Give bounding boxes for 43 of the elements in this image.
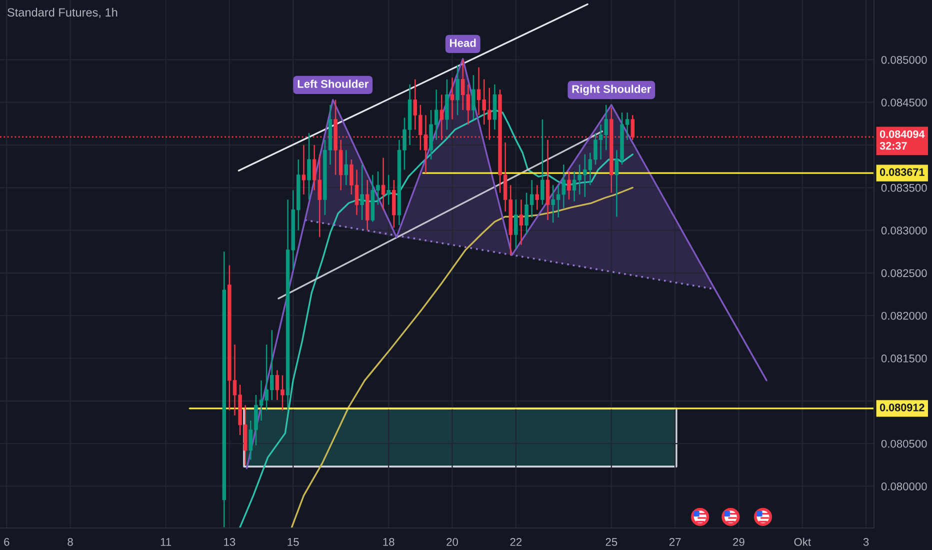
y-tick-label: 0.085000 bbox=[881, 56, 927, 64]
candlestick bbox=[514, 198, 518, 249]
x-tick-label: 18 bbox=[383, 538, 394, 546]
annotation: Left Shoulder bbox=[298, 80, 369, 88]
candlestick bbox=[567, 170, 571, 200]
candlestick bbox=[450, 76, 454, 120]
y-tick-label: 0.081500 bbox=[881, 354, 927, 362]
x-tick-label: 11 bbox=[160, 538, 172, 546]
x-tick-label: 3 bbox=[863, 538, 869, 546]
y-tick-label: 0.083500 bbox=[881, 184, 927, 192]
y-tick-label: 0.082500 bbox=[881, 269, 927, 278]
candlestick bbox=[456, 64, 460, 116]
candlestick bbox=[360, 164, 364, 221]
candlestick bbox=[535, 184, 540, 210]
y-tick-label: 0.082000 bbox=[881, 312, 927, 320]
candlestick bbox=[540, 118, 544, 206]
candlestick bbox=[344, 150, 348, 186]
y-tick-label: 0.084500 bbox=[881, 98, 927, 106]
ref-line-label: 0.084094 32:37 bbox=[880, 130, 925, 150]
candlestick bbox=[386, 174, 390, 206]
x-tick-label: Okt bbox=[794, 538, 811, 546]
x-tick-label: 13 bbox=[224, 538, 236, 546]
y-tick-label: 0.083000 bbox=[881, 226, 927, 234]
x-tick-label: 25 bbox=[606, 538, 618, 546]
x-tick-label: 8 bbox=[68, 538, 73, 546]
x-tick-label: 15 bbox=[288, 538, 299, 546]
data-label: 0.080912 bbox=[880, 404, 924, 412]
annotation: Head bbox=[450, 38, 476, 47]
x-tick-label: 6 bbox=[4, 538, 10, 546]
data-label: 0.083671 bbox=[880, 168, 924, 176]
candlestick bbox=[472, 74, 476, 120]
x-tick-label: 27 bbox=[669, 538, 681, 546]
x-tick-label: 29 bbox=[733, 538, 744, 546]
y-tick-label: 0.080000 bbox=[881, 482, 927, 490]
candlestick bbox=[381, 157, 386, 210]
candlestick bbox=[307, 132, 311, 200]
x-tick-label: 20 bbox=[446, 538, 458, 546]
candlestick bbox=[519, 198, 524, 246]
candlestick bbox=[302, 144, 306, 196]
y-tick-label: 0.080500 bbox=[881, 440, 927, 448]
annotation: Right Shoulder bbox=[572, 84, 652, 96]
x-tick-label: 22 bbox=[510, 538, 522, 546]
text: Standard Futures, 1h bbox=[8, 8, 118, 18]
